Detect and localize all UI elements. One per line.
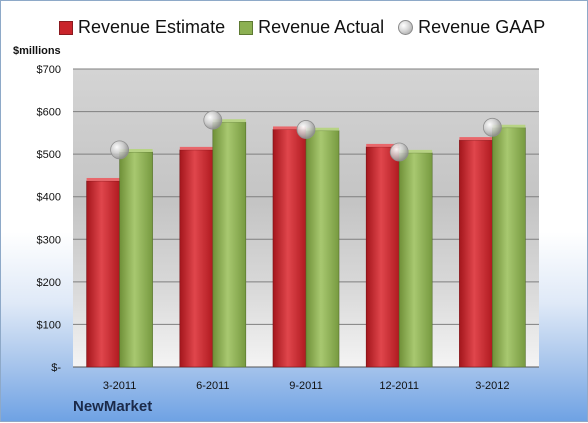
bar-revenue-actual-top: [119, 149, 153, 153]
y-tick-label: $200: [37, 277, 61, 289]
marker-revenue-gaap: [296, 120, 316, 139]
legend: Revenue Estimate Revenue Actual Revenue …: [59, 17, 545, 38]
bar-revenue-estimate: [179, 149, 214, 368]
y-tick-label: $600: [37, 107, 61, 119]
legend-label-actual: Revenue Actual: [258, 17, 385, 37]
legend-swatch-estimate: [59, 20, 73, 35]
y-tick-label: $-: [51, 362, 61, 374]
y-tick-label: $500: [37, 149, 61, 161]
legend-swatch-actual: [239, 20, 254, 35]
bar-revenue-estimate-top: [459, 137, 493, 141]
marker-revenue-gaap: [389, 142, 409, 162]
bar-revenue-actual: [212, 121, 247, 368]
x-tick-label: 12-2011: [379, 380, 419, 392]
y-tick-label: $400: [37, 192, 61, 204]
bar-revenue-actual: [305, 130, 340, 368]
bar-revenue-actual-top: [212, 119, 246, 123]
bar-revenue-estimate-top: [273, 126, 306, 130]
bar-revenue-actual: [492, 127, 526, 368]
bar-revenue-actual: [119, 151, 153, 368]
y-tick-label: $100: [37, 319, 61, 331]
bar-revenue-estimate: [365, 146, 400, 368]
y-tick-label: $300: [37, 234, 61, 246]
x-tick-label: 6-2011: [196, 380, 229, 392]
bar-revenue-estimate: [86, 180, 120, 368]
x-tick-label: 3-2011: [103, 380, 136, 392]
bar-revenue-estimate: [459, 139, 493, 368]
y-tick-label: $700: [37, 64, 61, 76]
marker-revenue-gaap: [482, 117, 502, 137]
bar-revenue-actual-top: [492, 124, 526, 128]
bar-revenue-estimate-top: [86, 177, 120, 181]
legend-item-gaap: Revenue GAAP: [398, 17, 545, 38]
bar-revenue-estimate: [272, 129, 307, 368]
bar-revenue-actual: [398, 152, 433, 368]
bar-revenue-actual-top: [399, 149, 433, 153]
legend-label-estimate: Revenue Estimate: [78, 17, 226, 37]
marker-revenue-gaap: [110, 140, 129, 160]
bar-revenue-estimate-top: [366, 143, 400, 147]
y-axis-unit-label: $millions: [13, 45, 61, 57]
x-tick-label: 9-2011: [289, 380, 322, 392]
bar-revenue-actual-top: [306, 127, 339, 131]
x-tick-label: 3-2012: [475, 380, 509, 392]
company-name: NewMarket: [73, 398, 153, 415]
bar-revenue-estimate-top: [179, 146, 213, 150]
legend-item-actual: Revenue Actual: [239, 17, 384, 38]
legend-swatch-gaap: [398, 20, 414, 35]
legend-item-estimate: Revenue Estimate: [59, 17, 225, 38]
marker-revenue-gaap: [203, 110, 223, 130]
legend-label-gaap: Revenue GAAP: [418, 17, 546, 37]
